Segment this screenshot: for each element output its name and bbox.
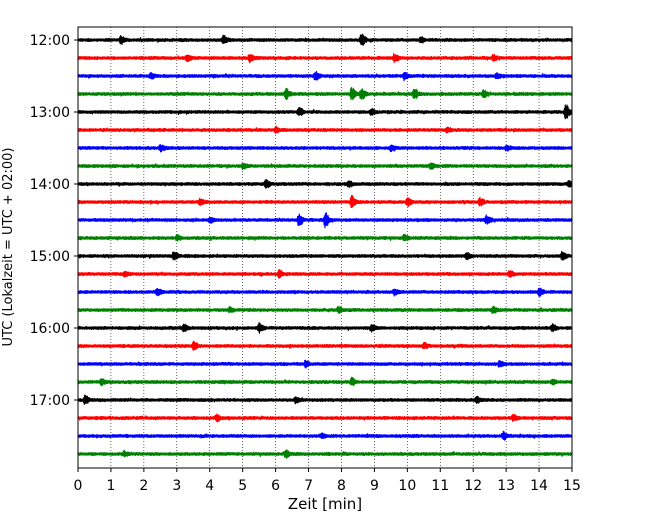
x-tick-label: 0: [74, 478, 83, 494]
seismic-trace: [77, 430, 573, 441]
x-tick-label: 13: [497, 478, 515, 494]
seismic-trace: [77, 125, 573, 134]
seismic-trace: [77, 305, 573, 315]
y-axis-ticks: 12:00 13:00 14:00 15:00 16:00 17:00: [30, 33, 78, 409]
seismic-trace: [77, 376, 573, 387]
x-tick-label: 8: [337, 478, 346, 494]
seismic-trace: [77, 340, 573, 351]
x-tick-label: 10: [398, 478, 416, 494]
plot-frame: [77, 26, 573, 469]
y-tick-label: 17:00: [30, 393, 70, 409]
x-axis-label: Zeit [min]: [288, 495, 362, 513]
seismic-trace: [77, 70, 573, 82]
x-tick-label: 4: [205, 478, 214, 494]
seismic-trace: [77, 53, 573, 64]
x-tick-label: 14: [530, 478, 548, 494]
seismic-trace: [77, 195, 573, 209]
seismic-trace: [77, 359, 573, 369]
y-tick-label: 12:00: [30, 33, 70, 49]
seismic-trace: [77, 212, 573, 229]
x-tick-label: 5: [238, 478, 247, 494]
seismic-trace: [77, 413, 573, 423]
seismic-trace: [77, 269, 573, 279]
seismic-trace: [77, 162, 573, 171]
x-tick-label: 2: [139, 478, 148, 494]
y-tick-label: 13:00: [30, 105, 70, 121]
x-axis-ticks: 0 1 2 3 4 5 6 7 8 9 10 11 12 13 14 15: [74, 468, 581, 494]
x-tick-label: 3: [172, 478, 181, 494]
seismic-trace: [77, 178, 573, 189]
seismic-trace: [77, 233, 573, 242]
y-axis-label: UTC (Lokalzeit = UTC + 02:00): [1, 148, 16, 347]
seismic-trace: [77, 143, 573, 153]
seismic-trace: [77, 322, 573, 334]
x-tick-label: 12: [464, 478, 482, 494]
seismic-trace: [77, 87, 573, 101]
y-tick-label: 14:00: [30, 177, 70, 193]
x-tick-label: 7: [304, 478, 313, 494]
seismic-trace: [77, 250, 573, 261]
seismic-trace: [77, 287, 573, 297]
y-tick-label: 16:00: [30, 321, 70, 337]
seismic-traces: [77, 33, 573, 459]
x-tick-label: 6: [271, 478, 280, 494]
x-tick-label: 11: [431, 478, 449, 494]
seismic-trace: [77, 104, 573, 120]
y-tick-label: 15:00: [30, 249, 70, 265]
seismic-trace: [77, 394, 573, 405]
x-tick-label: 9: [370, 478, 379, 494]
x-tick-label: 1: [106, 478, 115, 494]
seismic-trace: [77, 449, 573, 459]
x-tick-label: 15: [563, 478, 581, 494]
seismic-trace: [77, 33, 573, 46]
